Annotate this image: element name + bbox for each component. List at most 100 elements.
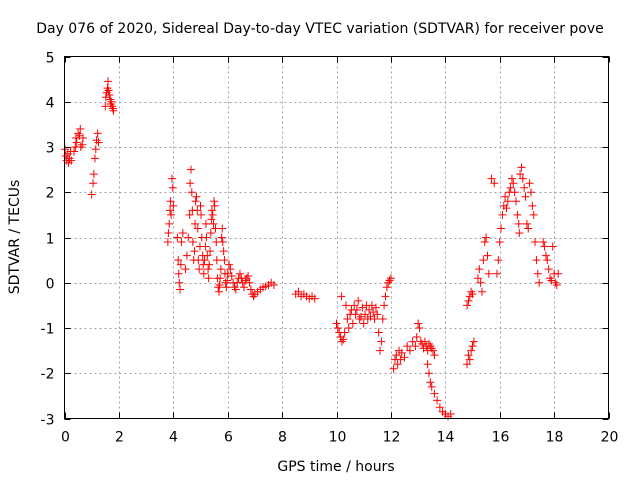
data-point <box>168 183 177 192</box>
data-point <box>214 283 223 292</box>
data-point <box>173 233 182 242</box>
data-point <box>174 269 183 278</box>
data-point <box>487 174 496 183</box>
data-point <box>166 197 175 206</box>
data-point <box>503 197 512 206</box>
data-point <box>378 314 387 323</box>
data-point <box>367 301 376 310</box>
data-point <box>539 238 548 247</box>
data-point <box>352 305 361 314</box>
data-point <box>207 215 216 224</box>
data-point <box>377 337 386 346</box>
data-point <box>424 369 433 378</box>
data-point <box>218 238 227 247</box>
x-tick-label: 12 <box>383 430 401 446</box>
data-point <box>547 276 556 285</box>
data-point <box>104 86 113 95</box>
data-point <box>216 274 225 283</box>
data-point <box>479 256 488 265</box>
y-tick-labels: -3 -2 -1 0 1 2 3 4 5 <box>41 51 55 429</box>
data-point <box>351 310 360 319</box>
data-point <box>429 346 438 355</box>
data-point <box>344 324 353 332</box>
data-point <box>191 197 200 206</box>
data-point <box>358 303 367 312</box>
data-point <box>546 274 555 283</box>
data-point <box>93 129 102 138</box>
x-tick-label: 16 <box>492 430 510 446</box>
data-point <box>468 290 477 299</box>
data-point <box>188 238 197 247</box>
data-point <box>166 206 175 215</box>
data-point <box>552 281 561 290</box>
data-point <box>235 269 244 278</box>
data-point <box>342 301 351 310</box>
data-point <box>464 351 473 360</box>
data-point <box>244 271 253 280</box>
data-point <box>187 188 196 197</box>
data-point <box>337 292 346 301</box>
data-point <box>337 337 346 346</box>
plot-frame <box>64 56 609 419</box>
data-point <box>513 210 522 219</box>
data-point <box>199 269 208 278</box>
data-point <box>246 285 255 294</box>
data-point <box>502 204 511 213</box>
data-point <box>507 174 516 183</box>
data-point <box>169 201 178 210</box>
data-point <box>76 143 85 151</box>
data-point <box>61 145 70 154</box>
data-point <box>528 201 537 210</box>
data-point <box>380 301 389 310</box>
data-point <box>541 251 550 260</box>
data-point <box>468 342 477 351</box>
data-point <box>227 271 236 280</box>
data-point <box>435 403 444 412</box>
data-point <box>165 219 174 228</box>
data-point <box>381 292 390 301</box>
data-point <box>396 355 405 364</box>
data-point <box>240 283 249 292</box>
data-point <box>217 233 226 242</box>
y-tick-label: 4 <box>46 96 55 112</box>
data-point <box>220 256 229 265</box>
data-point <box>423 360 432 369</box>
data-point <box>209 219 218 228</box>
data-point <box>78 133 87 142</box>
data-point <box>392 351 401 360</box>
y-tick-label: -2 <box>41 367 55 383</box>
data-point <box>204 274 213 283</box>
data-point <box>482 233 491 242</box>
x-tick-label: 0 <box>61 430 70 446</box>
data-point <box>87 190 96 199</box>
data-point <box>412 333 421 342</box>
data-point <box>535 278 544 287</box>
data-point <box>463 301 472 310</box>
data-point <box>91 145 100 154</box>
data-point <box>206 228 215 237</box>
data-point <box>211 224 220 233</box>
data-point <box>190 247 199 256</box>
data-point <box>108 102 117 111</box>
data-point <box>108 104 117 113</box>
data-point <box>501 192 510 201</box>
axis-ticks <box>64 56 610 420</box>
data-point <box>201 219 210 228</box>
data-point <box>215 281 224 290</box>
data-point <box>498 210 507 219</box>
y-tick-label: 3 <box>46 141 55 157</box>
data-point <box>414 319 423 328</box>
data-point <box>340 328 349 337</box>
data-point <box>525 179 534 188</box>
data-point <box>94 138 103 147</box>
data-point <box>196 201 205 210</box>
data-point <box>193 206 202 215</box>
data-point <box>339 335 348 344</box>
data-point <box>71 133 80 142</box>
data-point <box>415 324 424 332</box>
data-point <box>532 256 541 265</box>
data-point <box>467 287 476 296</box>
data-point <box>427 382 436 391</box>
data-point <box>540 242 549 251</box>
